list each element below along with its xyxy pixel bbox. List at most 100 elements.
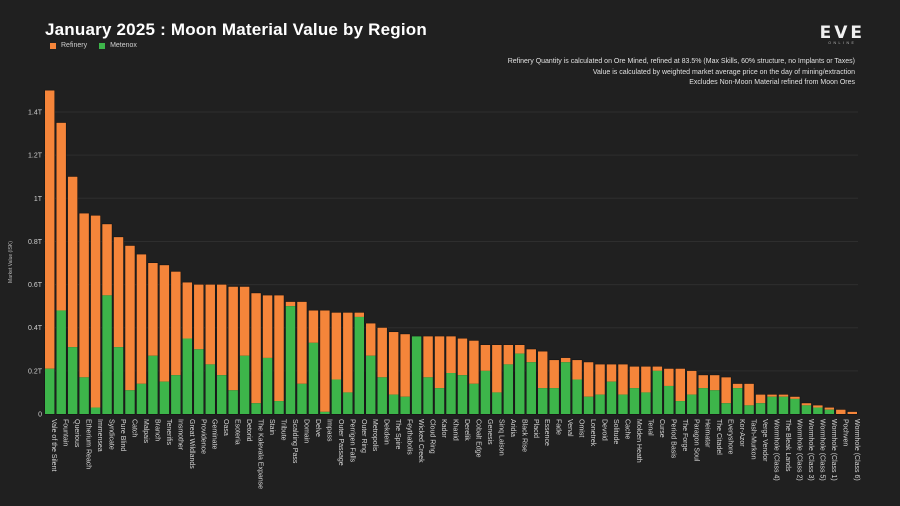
bar-group[interactable] <box>480 344 491 415</box>
bar-metenox[interactable] <box>159 381 170 414</box>
bar-metenox[interactable] <box>285 306 296 414</box>
bar-group[interactable] <box>78 212 90 415</box>
bar-metenox[interactable] <box>778 396 789 414</box>
bar-group[interactable] <box>55 122 67 415</box>
bar-group[interactable] <box>193 284 205 415</box>
bar-group[interactable] <box>44 89 55 415</box>
bar-refinery[interactable] <box>549 360 559 389</box>
bar-metenox[interactable] <box>698 388 708 414</box>
bar-metenox[interactable] <box>136 383 147 414</box>
bar-refinery[interactable] <box>366 323 376 356</box>
bar-group[interactable] <box>262 294 273 415</box>
bar-group[interactable] <box>537 350 548 415</box>
bar-group[interactable] <box>548 359 560 415</box>
bar-metenox[interactable] <box>583 396 594 414</box>
bar-refinery[interactable] <box>446 336 456 374</box>
bar-group[interactable] <box>90 215 101 415</box>
bar-refinery[interactable] <box>515 344 525 354</box>
bar-group[interactable] <box>606 363 617 415</box>
bar-refinery[interactable] <box>652 366 663 371</box>
bar-refinery[interactable] <box>595 364 605 395</box>
bar-group[interactable] <box>583 361 594 415</box>
bar-metenox[interactable] <box>790 398 800 414</box>
bar-refinery[interactable] <box>194 284 204 350</box>
bar-group[interactable] <box>629 366 640 415</box>
bar-metenox[interactable] <box>572 379 582 414</box>
bar-group[interactable] <box>560 357 571 415</box>
bar-refinery[interactable] <box>664 368 674 386</box>
bar-refinery[interactable] <box>320 310 330 412</box>
bar-metenox[interactable] <box>629 388 640 414</box>
bar-refinery[interactable] <box>790 396 800 399</box>
bar-group[interactable] <box>159 264 170 415</box>
bar-refinery[interactable] <box>629 366 640 389</box>
bar-group[interactable] <box>594 363 606 415</box>
bar-refinery[interactable] <box>205 284 215 365</box>
bar-group[interactable] <box>697 374 709 415</box>
bar-metenox[interactable] <box>320 411 330 414</box>
bar-metenox[interactable] <box>652 370 663 414</box>
bar-refinery[interactable] <box>824 407 835 410</box>
bar-refinery[interactable] <box>308 310 319 343</box>
bar-metenox[interactable] <box>205 364 215 414</box>
bar-refinery[interactable] <box>721 377 731 404</box>
bar-metenox[interactable] <box>446 373 456 414</box>
bar-metenox[interactable] <box>182 338 193 414</box>
bar-refinery[interactable] <box>801 403 812 406</box>
legend-item-metenox[interactable]: Metenox <box>99 42 137 49</box>
bar-metenox[interactable] <box>492 392 502 414</box>
bar-refinery[interactable] <box>113 237 124 348</box>
bar-group[interactable] <box>732 383 743 415</box>
bar-group[interactable] <box>755 394 766 415</box>
bar-group[interactable] <box>147 262 159 415</box>
bar-group[interactable] <box>824 407 835 415</box>
bar-refinery[interactable] <box>572 360 582 380</box>
bar-refinery[interactable] <box>67 176 78 348</box>
bar-refinery[interactable] <box>675 368 686 402</box>
bar-group[interactable] <box>675 368 686 415</box>
bar-refinery[interactable] <box>45 90 55 369</box>
bar-metenox[interactable] <box>67 347 78 414</box>
bar-group[interactable] <box>801 402 812 415</box>
bar-metenox[interactable] <box>687 394 697 414</box>
bar-group[interactable] <box>411 335 422 415</box>
bar-refinery[interactable] <box>182 282 193 339</box>
bar-metenox[interactable] <box>331 379 342 414</box>
bar-metenox[interactable] <box>102 295 112 414</box>
bar-metenox[interactable] <box>343 392 353 414</box>
bar-metenox[interactable] <box>824 409 835 414</box>
bar-metenox[interactable] <box>675 401 686 414</box>
bar-group[interactable] <box>285 301 296 415</box>
bar-metenox[interactable] <box>354 316 365 414</box>
bar-refinery[interactable] <box>618 364 628 395</box>
bar-refinery[interactable] <box>744 383 754 406</box>
bar-refinery[interactable] <box>251 293 261 404</box>
bar-group[interactable] <box>67 176 78 415</box>
bar-refinery[interactable] <box>755 394 766 404</box>
bar-metenox[interactable] <box>801 405 812 414</box>
bar-metenox[interactable] <box>595 394 605 414</box>
bar-refinery[interactable] <box>457 338 468 376</box>
bar-refinery[interactable] <box>388 332 399 395</box>
bar-metenox[interactable] <box>721 403 731 414</box>
bar-group[interactable] <box>182 281 193 415</box>
bar-metenox[interactable] <box>297 383 307 414</box>
bar-metenox[interactable] <box>216 375 227 414</box>
bar-refinery[interactable] <box>606 364 617 382</box>
bar-metenox[interactable] <box>251 403 261 414</box>
bar-refinery[interactable] <box>125 245 135 391</box>
bar-group[interactable] <box>205 284 216 415</box>
bar-refinery[interactable] <box>159 265 170 382</box>
bar-refinery[interactable] <box>285 301 296 307</box>
bar-group[interactable] <box>571 359 583 415</box>
bar-group[interactable] <box>308 309 319 415</box>
bar-metenox[interactable] <box>606 381 617 414</box>
bar-metenox[interactable] <box>239 355 250 414</box>
bar-refinery[interactable] <box>274 295 284 402</box>
bar-metenox[interactable] <box>308 342 319 414</box>
bar-metenox[interactable] <box>549 388 559 414</box>
bar-group[interactable] <box>663 368 675 415</box>
bar-metenox[interactable] <box>56 310 66 414</box>
bar-refinery[interactable] <box>503 344 514 365</box>
bar-metenox[interactable] <box>664 385 674 414</box>
